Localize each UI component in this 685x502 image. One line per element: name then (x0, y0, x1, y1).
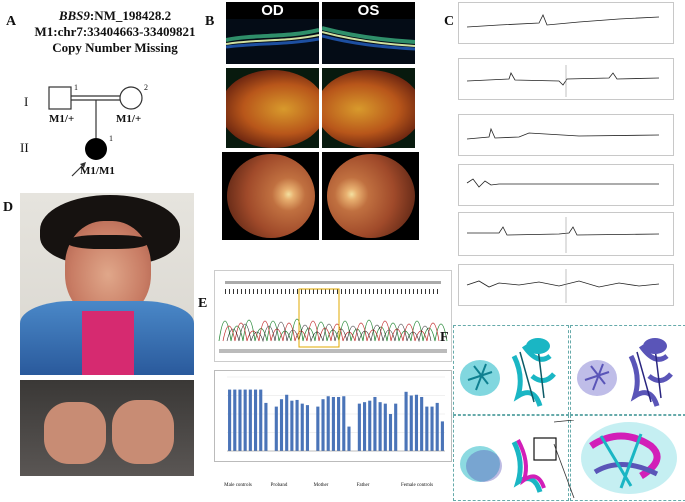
structure-overlay (453, 415, 569, 501)
generation-i-label: I (24, 94, 29, 109)
bar-3 (243, 389, 247, 451)
bar-16 (321, 399, 325, 451)
zoom-connector-lines (553, 420, 575, 499)
pedigree-chart (48, 86, 143, 177)
fundus-os (327, 154, 415, 238)
fundus-od (227, 154, 315, 238)
bar-34 (425, 406, 429, 451)
mother-number: 2 (144, 83, 148, 92)
x-label-mother: Mother (313, 483, 329, 488)
erg-panel-1 (458, 2, 674, 44)
bar-11 (290, 400, 294, 451)
bar-8 (274, 406, 278, 451)
x-label-father: Father (356, 483, 370, 488)
bar-29 (394, 403, 398, 451)
proband-symbol (85, 138, 107, 160)
structure-wildtype (453, 325, 569, 415)
variant-type: Copy Number Missing (52, 40, 178, 55)
bar-19 (337, 396, 341, 451)
variant-locus: M1:chr7:33404663-33409821 (34, 24, 196, 39)
oct-scan-od: OD (226, 2, 319, 64)
mother-symbol (119, 86, 143, 110)
bar-35 (430, 406, 434, 451)
bar-5 (253, 389, 258, 451)
bar-1 (233, 389, 237, 451)
bar-chart-svg (227, 376, 445, 452)
bar-25 (373, 396, 377, 451)
oct-scan-os: OS (322, 2, 415, 64)
bar-12 (295, 399, 299, 451)
bar-15 (316, 406, 320, 451)
panel-label-a: A (6, 14, 17, 29)
bar-17 (326, 396, 330, 451)
panel-label-e: E (198, 296, 208, 311)
father-number: 1 (74, 83, 78, 92)
father-symbol (48, 86, 72, 110)
bar-18 (331, 396, 335, 451)
bar-0 (228, 389, 232, 451)
bar-33 (420, 396, 424, 451)
bar-37 (440, 421, 444, 451)
bar-31 (409, 395, 413, 451)
bar-21 (347, 426, 351, 451)
bar-4 (248, 389, 252, 451)
generation-ii-label: II (20, 140, 29, 155)
proband-number: 1 (109, 134, 113, 143)
bar-20 (342, 396, 346, 451)
structure-zoom-detail (570, 415, 685, 501)
panel-label-c: C (444, 14, 455, 29)
bar-30 (404, 391, 408, 451)
copy-number-bar-chart (214, 370, 452, 462)
patient-face-photo (20, 193, 194, 375)
panel-label-d: D (3, 200, 14, 215)
bar-28 (388, 414, 393, 451)
x-label-male-controls: Male controls (224, 483, 252, 488)
erg-panel-3 (458, 114, 674, 156)
bar-23 (362, 402, 367, 451)
widefield-os (322, 68, 415, 148)
bar-9 (279, 399, 284, 451)
gene-symbol: BBS9 (58, 8, 90, 23)
bar-26 (378, 402, 382, 451)
erg-panel-4 (458, 164, 674, 206)
x-label-proband: Proband (270, 483, 288, 488)
bar-32 (414, 394, 419, 451)
erg-panel-2 (458, 58, 674, 100)
erg-panel-6 (458, 264, 674, 306)
gene-accession: :NM_198428.2 (89, 8, 172, 23)
father-genotype: M1/+ (49, 113, 75, 125)
gene-name: BBS9:NM_198428.2 (20, 8, 210, 24)
bar-14 (305, 405, 310, 451)
bar-36 (435, 402, 439, 451)
patient-hands-photo (20, 380, 194, 476)
erg-panel-5 (458, 212, 674, 256)
structure-mutant (570, 325, 685, 415)
od-label: OD (226, 2, 319, 19)
proband-genotype: M1/M1 (80, 165, 115, 177)
panel-label-b: B (205, 14, 215, 29)
os-label: OS (322, 2, 415, 19)
bar-13 (300, 403, 304, 451)
bar-6 (259, 389, 263, 451)
mother-genotype: M1/+ (116, 113, 142, 125)
bar-7 (264, 402, 268, 451)
bar-27 (383, 403, 387, 451)
widefield-od (226, 68, 319, 148)
panel-label-f: F (440, 330, 449, 345)
sequence-chromatogram (214, 270, 452, 362)
x-label-female-controls: Female controls (400, 483, 434, 488)
bar-24 (368, 400, 372, 451)
bar-22 (357, 403, 361, 451)
bar-2 (238, 389, 242, 451)
bar-10 (285, 394, 289, 451)
